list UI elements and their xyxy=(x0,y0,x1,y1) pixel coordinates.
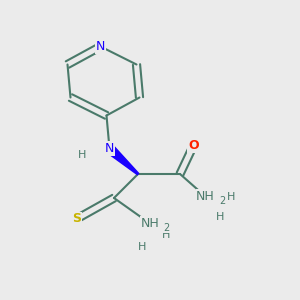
Text: H: H xyxy=(78,149,87,160)
Text: O: O xyxy=(188,139,199,152)
Text: NH: NH xyxy=(141,217,159,230)
Text: N: N xyxy=(96,40,105,53)
Polygon shape xyxy=(106,145,139,175)
Text: 2: 2 xyxy=(219,196,225,206)
Text: H: H xyxy=(162,230,171,241)
Text: H: H xyxy=(227,191,235,202)
Text: NH: NH xyxy=(196,190,215,203)
Text: 2: 2 xyxy=(164,223,169,233)
Text: S: S xyxy=(72,212,81,226)
Text: H: H xyxy=(216,212,225,223)
Text: N: N xyxy=(105,142,114,155)
Text: H: H xyxy=(138,242,147,253)
